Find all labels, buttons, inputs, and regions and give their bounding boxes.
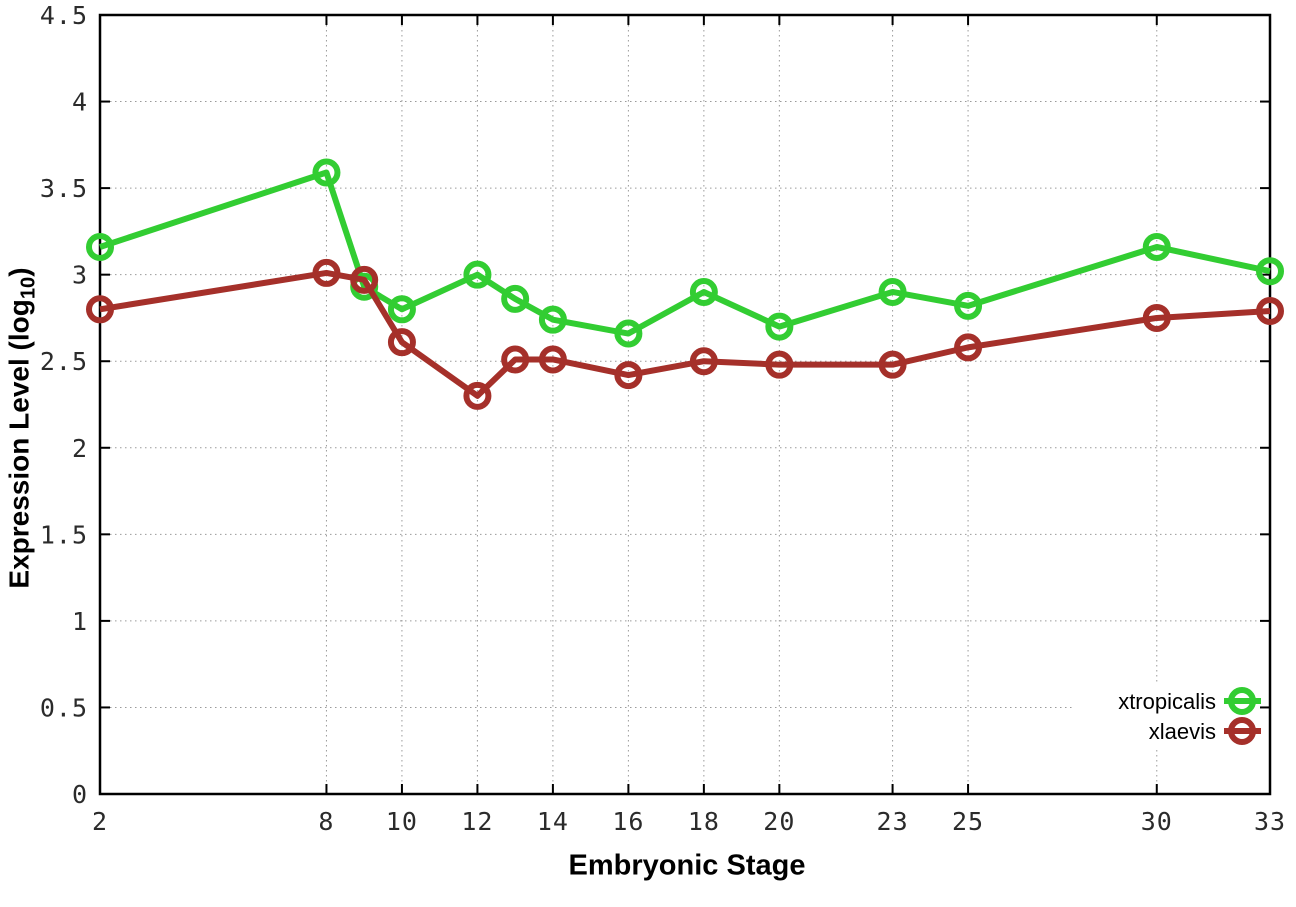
data-point-xlaevis [954,333,983,362]
legend-label: xlaevis [1149,719,1216,744]
data-point-xlaevis [1256,297,1284,326]
legend-marker-icon [1228,687,1256,715]
plot-border [98,13,1272,796]
data-point-xtropicalis [1256,257,1284,286]
data-point-xtropicalis [765,312,794,341]
y-tick-label: 3.5 [40,174,88,203]
data-point-xlaevis [86,295,114,324]
x-tick-label: 30 [1141,807,1173,836]
y-axis-label: Expression Level (log10) [4,267,41,588]
data-point-xtropicalis [463,260,492,289]
data-point-xlaevis [1142,303,1171,332]
data-point-xtropicalis [387,295,416,324]
x-tick-label: 23 [877,807,909,836]
x-tick-label: 12 [461,807,493,836]
data-point-xlaevis [765,350,794,379]
y-axis-label-suffix: ) [3,267,35,277]
y-axis-label-subscript: 10 [17,276,40,300]
data-point-xtropicalis [86,232,114,261]
y-tick-label: 0 [72,780,88,809]
x-tick-label: 10 [386,807,418,836]
data-point-xlaevis [312,258,341,287]
data-point-xtropicalis [954,291,983,320]
x-tick-label: 14 [537,807,569,836]
x-tick-label: 33 [1254,807,1286,836]
y-tick-label: 4.5 [40,1,88,30]
data-point-xlaevis [538,345,567,374]
data-point-xlaevis [350,265,379,294]
legend-label: xtropicalis [1118,689,1216,714]
series-line-xtropicalis [99,169,1271,337]
data-point-xtropicalis [501,284,530,313]
x-axis-label: Embryonic Stage [568,849,806,882]
legend-marker-icon [1228,717,1256,745]
y-tick-label: 1 [72,607,88,636]
x-tick-label: 8 [318,807,334,836]
y-tick-label: 2.5 [40,347,88,376]
y-tick-label: 4 [72,88,88,117]
data-point-xlaevis [501,345,530,374]
y-tick-label: 2 [72,434,88,463]
data-point-xtropicalis [878,277,907,306]
data-point-xtropicalis [538,305,567,334]
y-axis-label-text: Expression Level (log [3,299,35,589]
data-point-xlaevis [878,350,907,379]
x-tick-label: 25 [952,807,984,836]
x-tick-label: 20 [763,807,795,836]
data-point-xlaevis [387,328,416,357]
x-tick-label: 18 [688,807,720,836]
series-line-xlaevis [99,269,1271,399]
data-point-xtropicalis [614,319,643,348]
y-tick-label: 3 [72,261,88,290]
data-point-xtropicalis [312,158,341,187]
data-point-xtropicalis [689,277,718,306]
data-point-xlaevis [463,381,492,410]
y-tick-label: 0.5 [40,693,88,722]
data-point-xlaevis [689,347,718,376]
data-point-xlaevis [614,361,643,390]
data-point-xtropicalis [1142,232,1171,261]
x-tick-label: 16 [612,807,644,836]
x-tick-label: 2 [92,807,108,836]
y-tick-label: 1.5 [40,520,88,549]
